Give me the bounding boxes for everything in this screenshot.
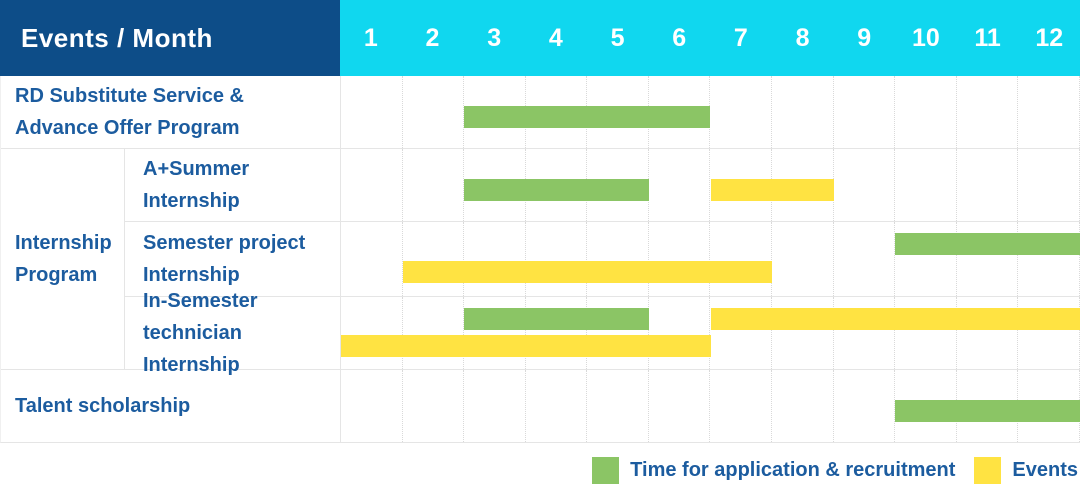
month-column [710, 76, 773, 148]
row-track [341, 76, 1080, 148]
application-bar [464, 178, 649, 201]
month-column [341, 222, 403, 296]
month-header-cell: 2 [425, 23, 440, 52]
month-column [526, 370, 588, 442]
legend-events-label: Events [1012, 459, 1078, 481]
month-column [649, 149, 711, 221]
row-a-summer-internship: A+Summer Internship [125, 149, 1080, 221]
month-column [526, 222, 588, 296]
month-header-cell: 7 [733, 23, 748, 52]
month-header-cells: 1 2 3 4 5 6 7 8 9 10 11 12 [340, 0, 1080, 76]
month-column [341, 297, 403, 369]
month-column [649, 222, 711, 296]
month-column [834, 76, 896, 148]
gantt-body: RD Substitute Service & Advance Offer Pr… [0, 76, 1080, 443]
month-column [834, 370, 896, 442]
events-swatch-icon [974, 457, 1002, 484]
row-talent-scholarship: Talent scholarship [1, 369, 1080, 442]
month-column [895, 76, 957, 148]
month-column [710, 297, 773, 369]
event-bar [402, 261, 773, 284]
month-column [834, 222, 896, 296]
month-column [341, 370, 403, 442]
month-column [649, 370, 711, 442]
month-header-cell: 3 [487, 23, 502, 52]
month-column [587, 370, 649, 442]
month-header-cell: 10 [911, 23, 940, 52]
month-column [464, 297, 526, 369]
row-label: Semester project Internship [125, 222, 341, 296]
month-column [341, 149, 403, 221]
month-column [464, 222, 526, 296]
row-rd-substitute: RD Substitute Service & Advance Offer Pr… [1, 76, 1080, 148]
month-column [341, 76, 403, 148]
row-track [341, 370, 1080, 442]
month-column [710, 370, 773, 442]
month-column [403, 297, 465, 369]
month-column [464, 370, 526, 442]
row-track [341, 222, 1080, 296]
group-label: Internship Program [1, 149, 125, 369]
row-label: Talent scholarship [1, 370, 341, 442]
events-month-header: Events / Month [0, 0, 340, 76]
month-header-cell: 12 [1035, 23, 1064, 52]
row-track [341, 297, 1080, 369]
month-header-cell: 1 [363, 23, 378, 52]
month-column [1018, 222, 1080, 296]
month-column [403, 370, 465, 442]
month-column [895, 149, 957, 221]
month-column [957, 222, 1019, 296]
row-label: In-Semester technician Internship [125, 290, 341, 376]
month-header-cell: 5 [610, 23, 625, 52]
legend-application-label: Time for application & recruitment [630, 459, 956, 481]
month-column [834, 297, 896, 369]
month-column [834, 149, 896, 221]
row-track [341, 149, 1080, 221]
row-label: A+Summer Internship [125, 149, 341, 221]
application-bar [895, 399, 1080, 422]
group-rows: A+Summer Internship Semester project Int… [125, 149, 1080, 376]
row-label: RD Substitute Service & Advance Offer Pr… [1, 76, 341, 148]
application-swatch-icon [592, 457, 620, 484]
month-column [649, 297, 711, 369]
month-column [957, 76, 1019, 148]
row-in-semester-technician-internship: In-Semester technician Internship [125, 290, 1080, 376]
row-semester-project-internship: Semester project Internship [125, 221, 1080, 296]
internship-program-group: Internship Program A+Summer Internship S… [1, 148, 1080, 376]
month-column [1018, 76, 1080, 148]
month-column [403, 76, 465, 148]
month-column [957, 149, 1019, 221]
month-column [957, 297, 1019, 369]
month-column [895, 222, 957, 296]
month-header-cell: 9 [857, 23, 872, 52]
month-column [526, 297, 588, 369]
month-column [772, 222, 834, 296]
month-header-cell: 8 [795, 23, 810, 52]
month-column [772, 297, 834, 369]
legend-events-item: Events [974, 457, 1078, 484]
event-bar [710, 307, 1080, 330]
application-bar [464, 307, 649, 330]
month-column [587, 222, 649, 296]
month-column [403, 149, 465, 221]
month-column [772, 76, 834, 148]
month-column [1018, 149, 1080, 221]
month-column [710, 222, 773, 296]
month-column [772, 370, 834, 442]
month-column [403, 222, 465, 296]
month-column [895, 297, 957, 369]
header-row: Events / Month 1 2 3 4 5 6 7 8 9 10 11 12 [0, 0, 1080, 76]
month-header-cell: 6 [672, 23, 687, 52]
application-bar [895, 233, 1080, 256]
application-bar [464, 105, 711, 128]
month-header-cell: 11 [974, 23, 1001, 52]
month-column [587, 297, 649, 369]
legend: Time for application & recruitment Event… [0, 457, 1080, 484]
month-column [1018, 297, 1080, 369]
legend-application-item: Time for application & recruitment [592, 457, 955, 484]
event-bar [710, 178, 834, 201]
event-bar [341, 335, 711, 358]
month-header-cell: 4 [548, 23, 563, 52]
